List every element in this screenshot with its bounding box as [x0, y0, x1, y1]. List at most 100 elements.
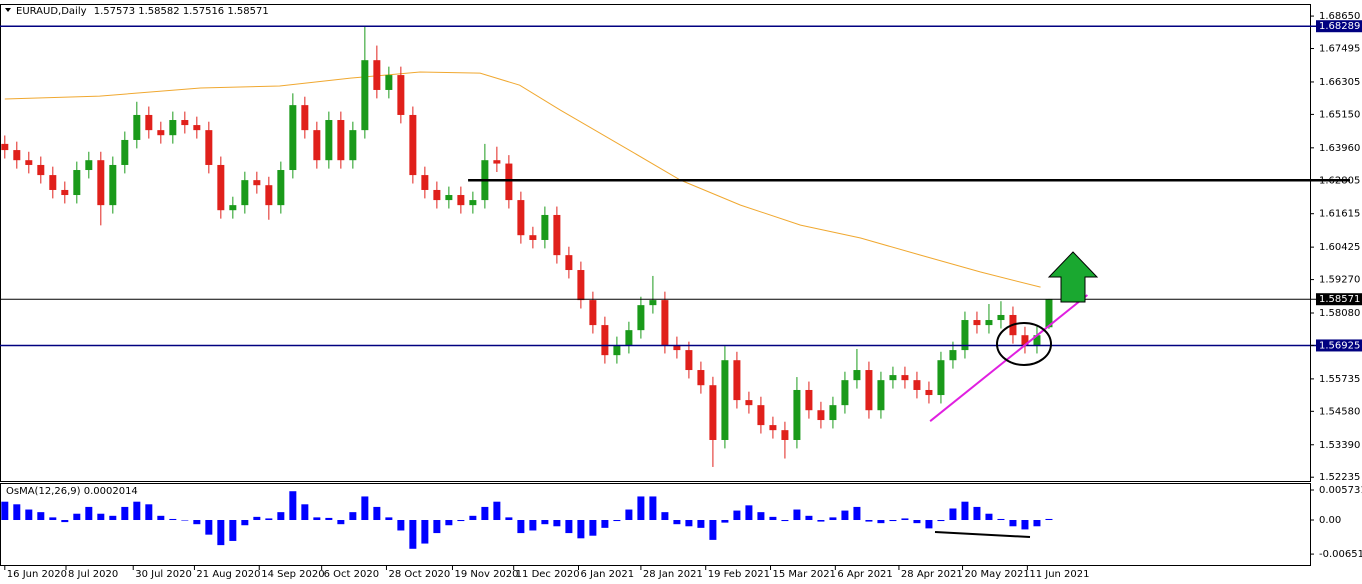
candle-body — [805, 389, 813, 411]
indicator-bar — [409, 520, 417, 549]
candle-body — [757, 405, 765, 426]
indicator-bar — [217, 520, 225, 546]
indicator-bar — [169, 518, 177, 521]
indicator-bar — [433, 520, 441, 534]
candle-body — [421, 175, 429, 190]
candle-body — [277, 170, 285, 206]
indicator-last-value: 0.0002014 — [84, 486, 138, 497]
candle-body — [1, 143, 9, 151]
up-arrow — [1047, 251, 1099, 303]
indicator-bar — [685, 520, 693, 527]
y-tick-label: 1.53390 — [1319, 440, 1360, 451]
indicator-bar — [757, 512, 765, 521]
y-tick-label: 1.67495 — [1319, 44, 1360, 55]
y-tick-label: 1.66305 — [1319, 77, 1360, 88]
indicator-bar — [649, 496, 657, 521]
indicator-bar — [349, 512, 357, 521]
candle-body — [469, 200, 477, 206]
candle-body — [673, 345, 681, 351]
y-tick-label: 1.63960 — [1319, 143, 1360, 154]
indicator-bar — [97, 513, 105, 521]
indicator-bar — [517, 520, 525, 534]
y-tick-label: 1.58080 — [1319, 308, 1360, 319]
indicator-bar — [637, 496, 645, 521]
indicator-bar — [997, 518, 1005, 521]
x-tick-label: 19 Feb 2021 — [708, 569, 770, 580]
indicator-bar — [37, 512, 45, 521]
x-tick-label: 21 Aug 2020 — [196, 569, 260, 580]
candle-body — [121, 139, 129, 165]
candle-body — [553, 214, 561, 256]
candle-body — [217, 164, 225, 211]
indicator-bar — [529, 520, 537, 531]
candle-body — [913, 380, 921, 390]
indicator-bar — [1021, 520, 1029, 530]
x-tick-label: 6 Jan 2021 — [580, 569, 634, 580]
candle-body — [229, 205, 237, 211]
indicator-bar — [421, 520, 429, 544]
x-tick-label: 16 Jun 2020 — [7, 569, 67, 580]
x-tick-label: 8 Jul 2020 — [68, 569, 118, 580]
indicator-bar — [601, 520, 609, 528]
candle-body — [649, 300, 657, 306]
indicator-bar — [973, 506, 981, 521]
indicator-bar — [457, 520, 465, 522]
indicator-bar — [829, 517, 837, 521]
candle-body — [1045, 299, 1053, 328]
price-level-label: 1.58571 — [1319, 294, 1360, 305]
indicator-bar — [313, 517, 321, 521]
y-tick-label: 1.54580 — [1319, 406, 1360, 417]
indicator-bar — [385, 517, 393, 521]
candle-body — [145, 114, 153, 131]
indicator-bar — [361, 496, 369, 521]
candle-body — [37, 164, 45, 176]
indicator-bar — [565, 520, 573, 534]
indicator-bar — [949, 508, 957, 521]
candle-body — [1033, 335, 1041, 346]
indicator-bar — [721, 520, 729, 523]
last-open: 1.57573 — [94, 6, 135, 17]
indicator-bar — [301, 504, 309, 521]
indicator-bar — [325, 517, 333, 521]
candle-body — [721, 360, 729, 440]
indicator-bar — [49, 517, 57, 521]
indicator-bar — [13, 504, 21, 521]
candle-body — [25, 160, 33, 165]
indicator-bar — [781, 520, 789, 522]
indicator-bar — [121, 506, 129, 521]
candle-body — [349, 130, 357, 161]
candle-body — [457, 195, 465, 206]
candle-body — [589, 300, 597, 326]
indicator-tick-label: 0.00 — [1319, 515, 1341, 526]
indicator-bar — [925, 520, 933, 529]
indicator-bar — [745, 505, 753, 521]
x-tick-label: 28 Jan 2021 — [643, 569, 703, 580]
candle-body — [505, 163, 513, 201]
candle-body — [61, 189, 69, 196]
indicator-bar — [961, 501, 969, 521]
x-tick-label: 11 Dec 2020 — [516, 569, 580, 580]
indicator-bar — [493, 501, 501, 521]
candle-body — [541, 214, 549, 240]
indicator-bar — [25, 509, 33, 521]
indicator-bar — [445, 520, 453, 526]
x-tick-label: 28 Oct 2020 — [388, 569, 450, 580]
indicator-bar — [625, 509, 633, 521]
indicator-bar — [661, 512, 669, 521]
indicator-bar — [985, 513, 993, 521]
candle-body — [301, 105, 309, 131]
indicator-bar — [253, 516, 261, 521]
x-tick-label: 14 Sep 2020 — [261, 569, 324, 580]
candle-body — [949, 350, 957, 361]
indicator-bar — [853, 506, 861, 521]
candle-body — [841, 380, 849, 406]
candle-body — [889, 375, 897, 381]
candle-body — [289, 105, 297, 171]
trendline — [929, 294, 1088, 422]
y-tick-label: 1.52235 — [1319, 472, 1360, 483]
indicator-bar — [397, 520, 405, 531]
price-level-box — [1316, 20, 1362, 33]
candle-body — [205, 130, 213, 165]
